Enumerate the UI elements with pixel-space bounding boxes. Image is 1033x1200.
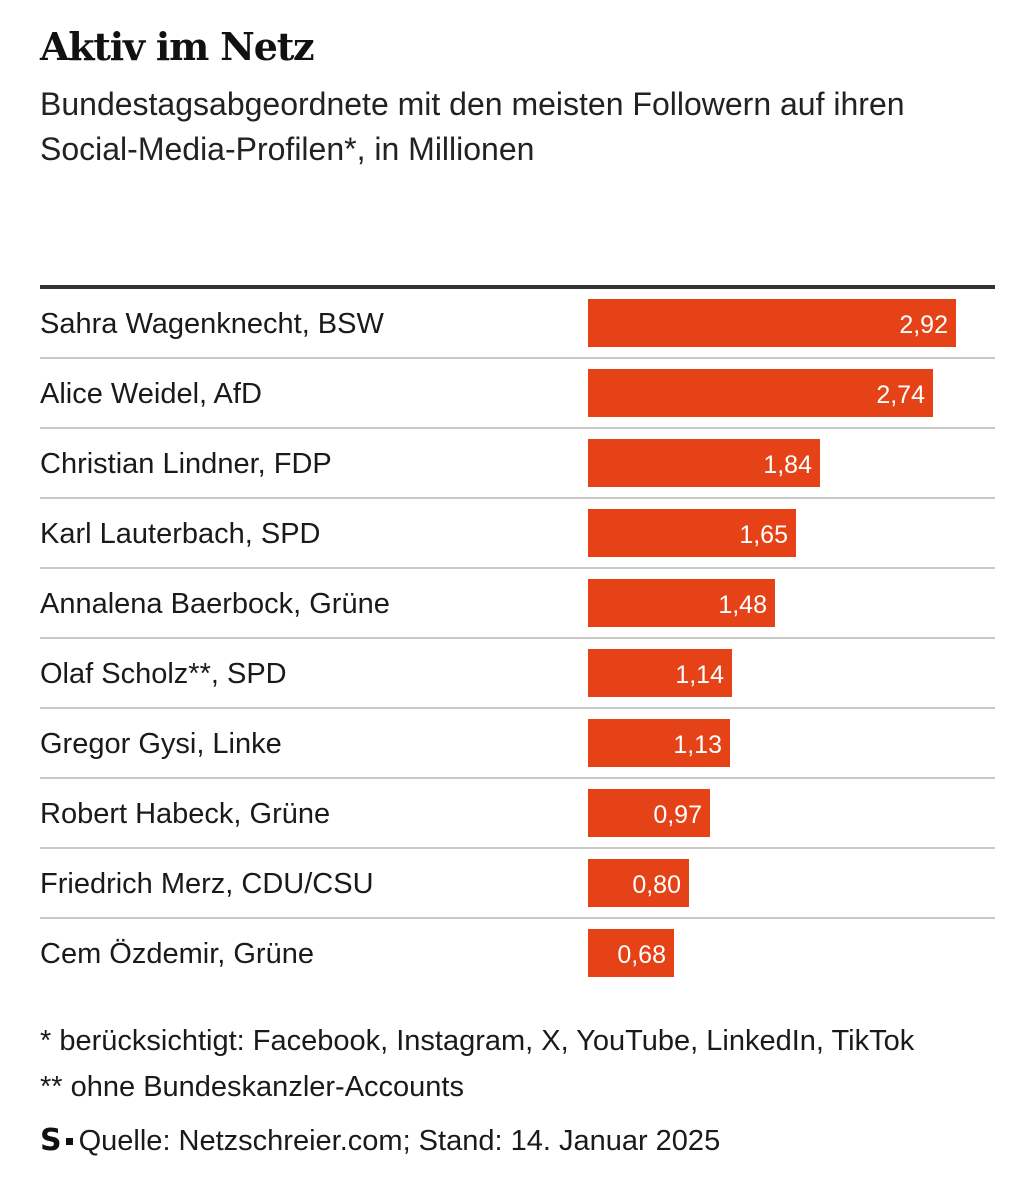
chart-page: Aktiv im Netz Bundestagsabgeordnete mit …	[40, 0, 995, 1200]
bar-row: Karl Lauterbach, SPD 1,65	[40, 499, 995, 569]
bar: 2,74	[588, 369, 933, 417]
bar: 1,14	[588, 649, 732, 697]
logo-dot-icon	[65, 1137, 73, 1145]
bar-row: Annalena Baerbock, Grüne 1,48	[40, 569, 995, 639]
bar-value-label: 2,74	[876, 381, 925, 409]
bar-row: Alice Weidel, AfD 2,74	[40, 359, 995, 429]
bar: 0,68	[588, 929, 674, 977]
top-rule	[40, 285, 995, 289]
bar-value-label: 1,84	[763, 451, 812, 479]
bar-category-label: Gregor Gysi, Linke	[40, 728, 282, 760]
bar: 1,84	[588, 439, 820, 487]
bar-row: Christian Lindner, FDP 1,84	[40, 429, 995, 499]
bar: 0,80	[588, 859, 689, 907]
bar-category-label: Sahra Wagenknecht, BSW	[40, 308, 384, 340]
bar-value-label: 1,65	[739, 521, 788, 549]
source-text: Quelle: Netzschreier.com; Stand: 14. Jan…	[78, 1125, 721, 1157]
bar-value-label: 0,80	[632, 871, 681, 899]
chart-subtitle: Bundestagsabgeordnete mit den meisten Fo…	[40, 86, 905, 167]
bar: 1,13	[588, 719, 730, 767]
source-line: S Quelle: Netzschreier.com; Stand: 14. J…	[40, 1118, 720, 1164]
bar-category-label: Cem Özdemir, Grüne	[40, 938, 314, 970]
footnotes: * berücksichtigt: Facebook, Instagram, X…	[40, 1018, 995, 1110]
bar-category-label: Friedrich Merz, CDU/CSU	[40, 868, 374, 900]
bar-value-label: 0,97	[653, 801, 702, 829]
footnote-chancellor: ** ohne Bundeskanzler-Accounts	[40, 1071, 464, 1103]
bar-category-label: Christian Lindner, FDP	[40, 448, 332, 480]
bar-value-label: 1,48	[718, 591, 767, 619]
bar-value-label: 1,14	[675, 661, 724, 689]
bar-row: Cem Özdemir, Grüne 0,68	[40, 919, 995, 987]
bar-row: Robert Habeck, Grüne 0,97	[40, 779, 995, 849]
bar-category-label: Karl Lauterbach, SPD	[40, 518, 321, 550]
bar: 1,65	[588, 509, 796, 557]
chart-title: Aktiv im Netz	[40, 24, 315, 69]
bar: 1,48	[588, 579, 775, 627]
bar: 0,97	[588, 789, 710, 837]
bar-category-label: Robert Habeck, Grüne	[40, 798, 331, 830]
bar-row: Gregor Gysi, Linke 1,13	[40, 709, 995, 779]
footnote-platforms: * berücksichtigt: Facebook, Instagram, X…	[40, 1025, 915, 1057]
bar-value-label: 1,13	[673, 731, 722, 759]
bar-row: Olaf Scholz**, SPD 1,14	[40, 639, 995, 709]
bar-chart: Sahra Wagenknecht, BSW 2,92 Alice Weidel, …	[40, 289, 995, 987]
bar-category-label: Annalena Baerbock, Grüne	[40, 588, 390, 620]
bar-value-label: 2,92	[899, 311, 948, 339]
spiegel-logo-icon: S	[40, 1123, 62, 1158]
bar-row: Sahra Wagenknecht, BSW 2,92	[40, 289, 995, 359]
bar-value-label: 0,68	[617, 941, 666, 969]
bar: 2,92	[588, 299, 956, 347]
bar-category-label: Olaf Scholz**, SPD	[40, 658, 287, 690]
bar-row: Friedrich Merz, CDU/CSU 0,80	[40, 849, 995, 919]
bar-category-label: Alice Weidel, AfD	[40, 378, 262, 410]
